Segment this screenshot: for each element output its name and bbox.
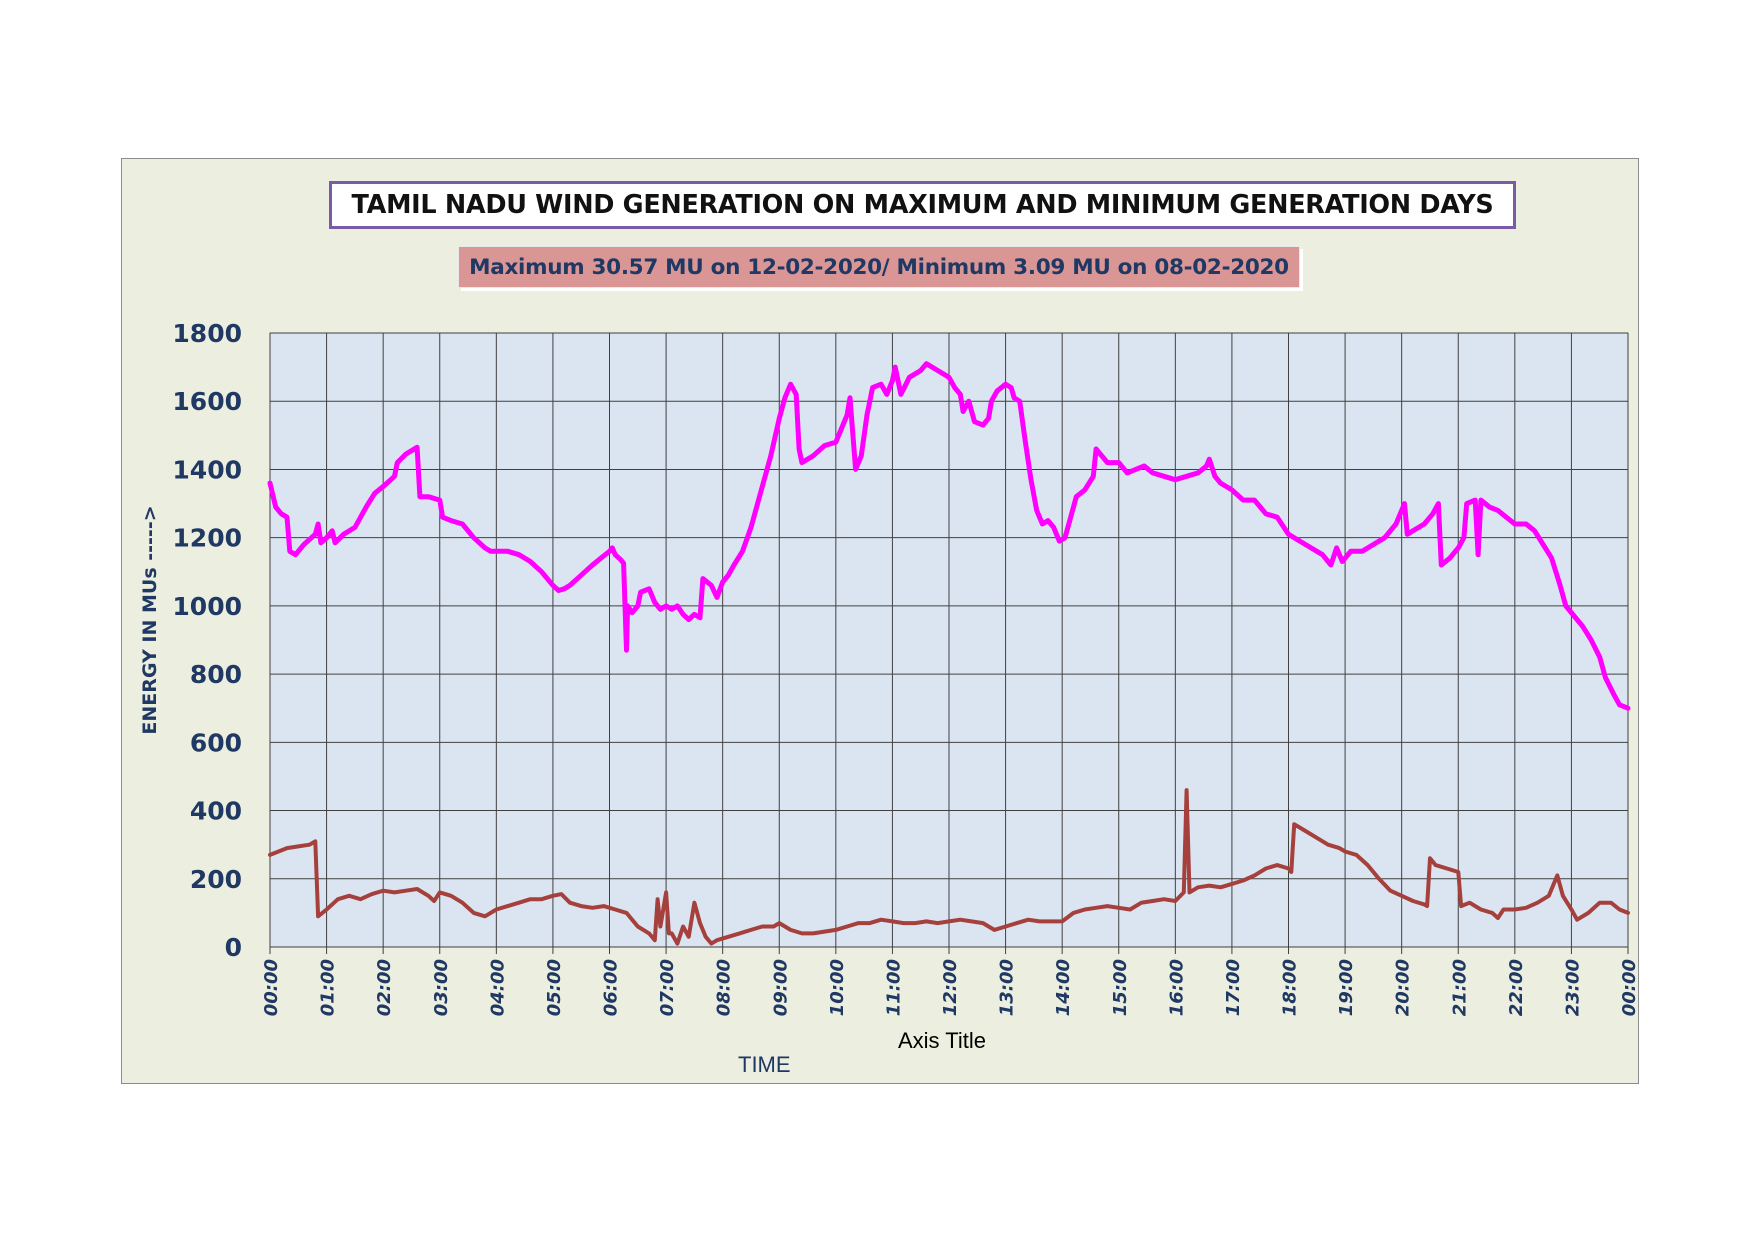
x-tick-label: 16:00 bbox=[1166, 959, 1187, 1016]
time-label: TIME bbox=[738, 1052, 791, 1077]
x-tick-label: 00:00 bbox=[1619, 959, 1640, 1016]
x-tick-label: 02:00 bbox=[374, 959, 395, 1016]
y-tick-label: 0 bbox=[225, 933, 242, 962]
x-tick-label: 14:00 bbox=[1053, 959, 1074, 1016]
x-tick-label: 09:00 bbox=[770, 959, 791, 1016]
y-tick-label: 600 bbox=[190, 728, 242, 757]
y-tick-label: 200 bbox=[190, 865, 242, 894]
x-tick-label: 17:00 bbox=[1223, 959, 1244, 1016]
x-tick-label: 06:00 bbox=[601, 959, 622, 1016]
x-tick-label: 18:00 bbox=[1280, 959, 1301, 1016]
y-tick-label: 1800 bbox=[172, 319, 242, 348]
y-tick-label: 1200 bbox=[172, 524, 242, 553]
x-tick-label: 07:00 bbox=[657, 959, 678, 1016]
y-tick-label: 1400 bbox=[172, 455, 242, 484]
x-tick-label: 03:00 bbox=[431, 959, 452, 1016]
y-tick-label: 1600 bbox=[172, 387, 242, 416]
x-tick-label: 00:00 bbox=[261, 959, 282, 1016]
x-tick-label: 15:00 bbox=[1110, 959, 1131, 1016]
y-tick-label: 800 bbox=[190, 660, 242, 689]
y-axis-label: ENERGY IN MUs -----> bbox=[139, 505, 161, 734]
x-tick-label: 01:00 bbox=[318, 959, 339, 1016]
x-tick-label: 23:00 bbox=[1562, 959, 1583, 1016]
x-tick-label: 11:00 bbox=[883, 959, 904, 1016]
x-tick-label: 08:00 bbox=[714, 959, 735, 1016]
x-tick-label: 10:00 bbox=[827, 959, 848, 1016]
x-axis-title: Axis Title bbox=[898, 1028, 987, 1053]
min-day-series-line bbox=[268, 788, 1630, 946]
x-tick-label: 22:00 bbox=[1506, 959, 1527, 1016]
x-tick-label: 21:00 bbox=[1449, 959, 1470, 1016]
x-tick-label: 05:00 bbox=[544, 959, 565, 1016]
chart-subtitle: Maximum 30.57 MU on 12-02-2020/ Minimum … bbox=[458, 246, 1300, 288]
x-tick-label: 04:00 bbox=[487, 959, 508, 1016]
y-tick-label: 400 bbox=[190, 797, 242, 826]
x-tick-label: 19:00 bbox=[1336, 959, 1357, 1016]
x-tick-label: 13:00 bbox=[997, 959, 1018, 1016]
y-tick-label: 1000 bbox=[172, 592, 242, 621]
chart-title: TAMIL NADU WIND GENERATION ON MAXIMUM AN… bbox=[329, 181, 1516, 229]
max-day-series-line bbox=[267, 361, 1631, 711]
x-tick-label: 12:00 bbox=[940, 959, 961, 1016]
x-tick-label: 20:00 bbox=[1393, 959, 1414, 1016]
